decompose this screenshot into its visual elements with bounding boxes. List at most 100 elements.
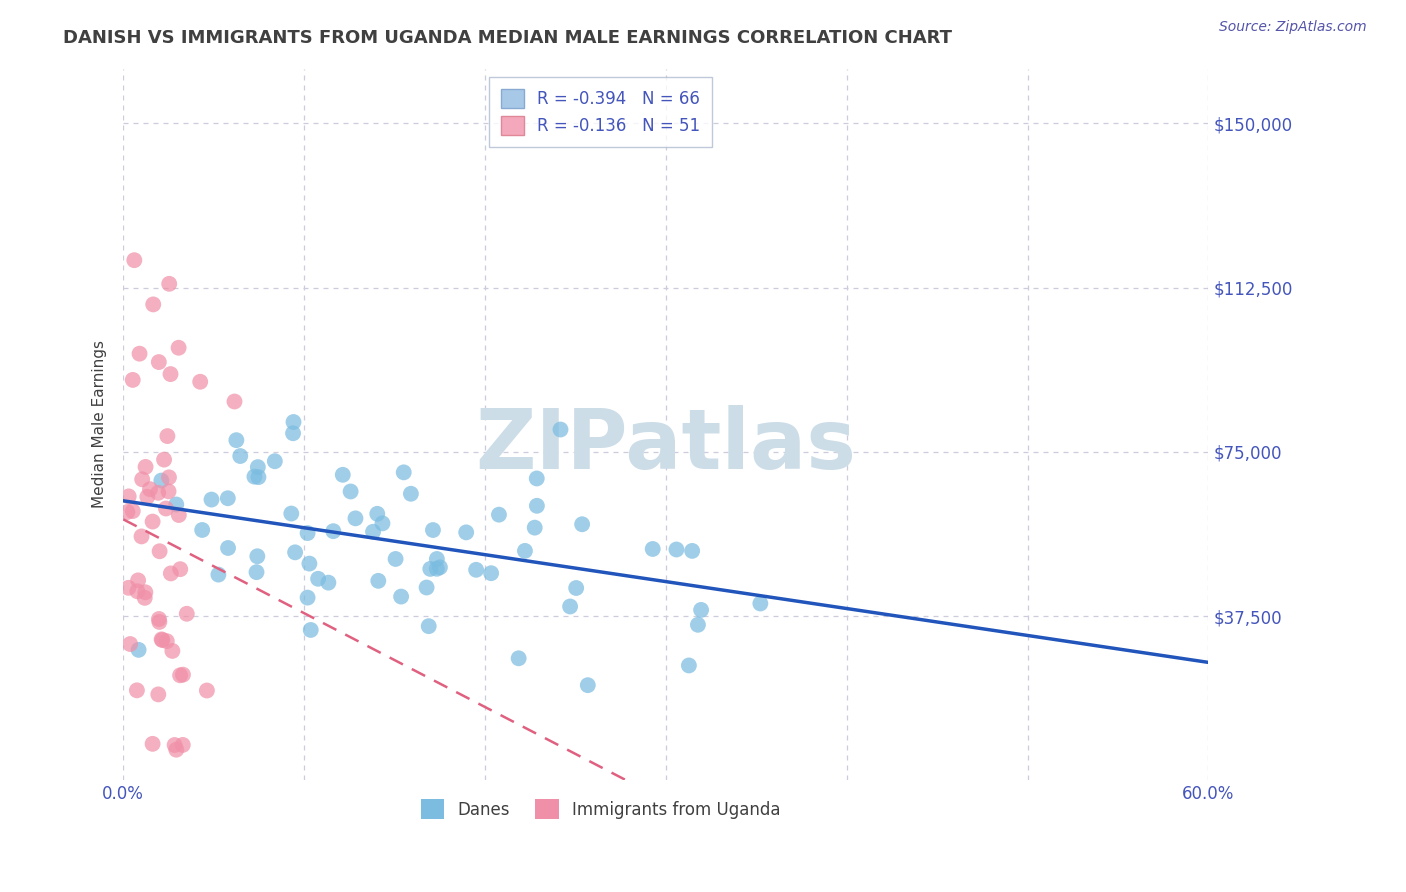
Point	[426, 552, 449, 566]
Point	[280, 507, 302, 521]
Point	[247, 470, 270, 484]
Point	[167, 508, 190, 522]
Point	[307, 572, 329, 586]
Point	[245, 565, 267, 579]
Point	[415, 581, 437, 595]
Point	[135, 459, 157, 474]
Point	[297, 591, 319, 605]
Point	[142, 737, 165, 751]
Point	[422, 523, 444, 537]
Point	[263, 454, 285, 468]
Legend: Danes, Immigrants from Uganda: Danes, Immigrants from Uganda	[415, 793, 787, 825]
Point	[419, 562, 441, 576]
Point	[148, 687, 170, 701]
Point	[681, 544, 703, 558]
Point	[513, 544, 536, 558]
Point	[322, 524, 344, 538]
Point	[128, 347, 150, 361]
Text: DANISH VS IMMIGRANTS FROM UGANDA MEDIAN MALE EARNINGS CORRELATION CHART: DANISH VS IMMIGRANTS FROM UGANDA MEDIAN …	[63, 29, 952, 46]
Y-axis label: Median Male Earnings: Median Male Earnings	[93, 341, 107, 508]
Point	[121, 373, 143, 387]
Point	[195, 683, 218, 698]
Point	[162, 644, 184, 658]
Point	[225, 433, 247, 447]
Point	[224, 394, 246, 409]
Point	[297, 526, 319, 541]
Point	[384, 552, 406, 566]
Text: Source: ZipAtlas.com: Source: ZipAtlas.com	[1219, 20, 1367, 34]
Point	[142, 297, 165, 311]
Point	[117, 581, 139, 595]
Point	[281, 426, 304, 441]
Point	[361, 524, 384, 539]
Point	[157, 277, 180, 291]
Point	[526, 499, 548, 513]
Point	[148, 485, 170, 500]
Point	[176, 607, 198, 621]
Point	[299, 623, 322, 637]
Point	[465, 563, 488, 577]
Point	[124, 253, 146, 268]
Point	[191, 523, 214, 537]
Point	[169, 562, 191, 576]
Point	[318, 575, 340, 590]
Point	[165, 498, 187, 512]
Point	[207, 567, 229, 582]
Point	[156, 634, 179, 648]
Point	[366, 507, 388, 521]
Point	[128, 643, 150, 657]
Point	[229, 449, 252, 463]
Point	[479, 566, 502, 581]
Point	[749, 597, 772, 611]
Point	[155, 501, 177, 516]
Point	[157, 484, 180, 499]
Point	[150, 632, 173, 647]
Point	[157, 470, 180, 484]
Point	[148, 612, 170, 626]
Point	[148, 355, 170, 369]
Point	[565, 581, 588, 595]
Point	[488, 508, 510, 522]
Point	[156, 429, 179, 443]
Point	[127, 584, 149, 599]
Point	[371, 516, 394, 531]
Point	[167, 341, 190, 355]
Point	[665, 542, 688, 557]
Point	[686, 617, 709, 632]
Point	[121, 504, 143, 518]
Point	[150, 633, 173, 648]
Point	[283, 415, 305, 429]
Point	[125, 683, 148, 698]
Point	[367, 574, 389, 588]
Point	[118, 489, 141, 503]
Point	[418, 619, 440, 633]
Point	[169, 668, 191, 682]
Point	[332, 467, 354, 482]
Point	[131, 472, 153, 486]
Point	[200, 492, 222, 507]
Point	[526, 471, 548, 485]
Point	[134, 591, 156, 605]
Point	[392, 466, 415, 480]
Point	[217, 541, 239, 555]
Point	[188, 375, 211, 389]
Point	[160, 566, 183, 581]
Point	[456, 525, 478, 540]
Point	[246, 549, 269, 564]
Point	[139, 482, 162, 496]
Point	[163, 738, 186, 752]
Point	[284, 545, 307, 559]
Point	[217, 491, 239, 506]
Point	[120, 637, 142, 651]
Point	[678, 658, 700, 673]
Text: ZIPatlas: ZIPatlas	[475, 405, 856, 486]
Point	[641, 541, 664, 556]
Point	[550, 423, 572, 437]
Point	[153, 452, 176, 467]
Point	[172, 738, 194, 752]
Point	[571, 517, 593, 532]
Point	[523, 521, 546, 535]
Point	[243, 469, 266, 483]
Point	[558, 599, 581, 614]
Point	[172, 667, 194, 681]
